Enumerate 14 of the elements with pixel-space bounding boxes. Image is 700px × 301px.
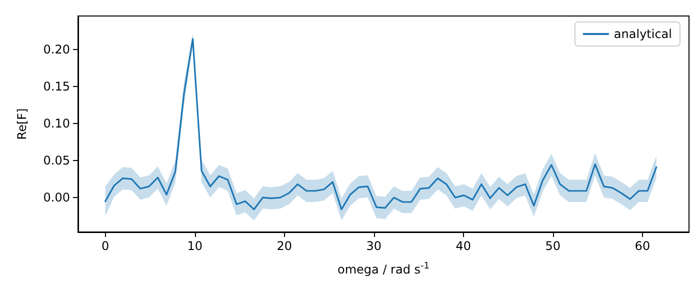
y-tick-label: 0.20: [43, 42, 70, 56]
x-tick-label: 10: [187, 239, 202, 253]
x-tick-label: 50: [545, 239, 561, 253]
x-tick-label: 30: [366, 239, 382, 253]
x-tick-label: 0: [101, 239, 110, 253]
legend-label: analytical: [614, 27, 672, 41]
y-axis-title: Re[F]: [15, 108, 29, 140]
x-tick-label: 60: [634, 239, 650, 253]
y-tick-label: 0.05: [43, 153, 70, 168]
y-tick-label: 0.00: [43, 190, 70, 205]
x-tick-label: 40: [456, 239, 472, 253]
y-tick-label: 0.10: [43, 116, 70, 130]
x-tick-label: 20: [276, 239, 292, 253]
y-tick-label: 0.15: [43, 79, 70, 94]
